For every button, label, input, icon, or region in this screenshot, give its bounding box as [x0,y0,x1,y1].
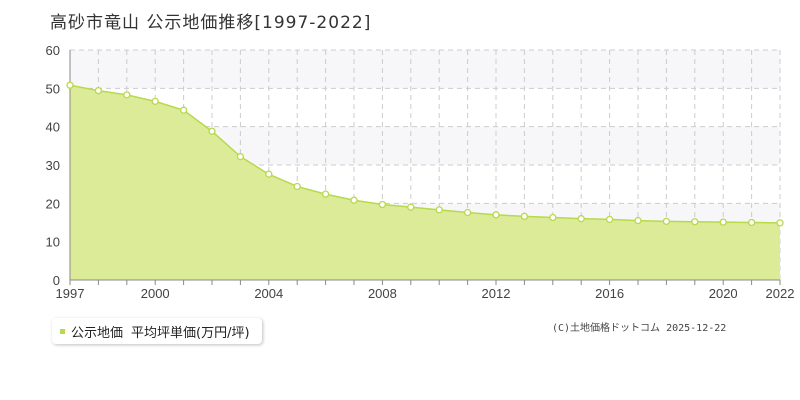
data-point [634,216,642,225]
data-point [265,170,273,178]
data-point [378,200,387,209]
legend-label: 公示地価 [71,325,124,341]
legend-swatch [60,328,65,334]
data-point [492,211,500,219]
legend-sublabel: 平均坪単価(万円/坪) [131,325,250,341]
copyright-text: (C)土地価格ドットコム 2025-12-22 [552,323,727,334]
data-point [435,206,443,214]
y-tick-label: 10 [46,235,60,250]
data-point [605,215,614,224]
grid-band [70,50,780,89]
data-point [151,97,159,106]
y-tick-label: 30 [46,158,60,173]
y-tick-label: 50 [46,81,60,96]
data-point [520,212,529,221]
data-point [776,219,784,227]
data-point [747,218,756,227]
data-point [208,127,216,135]
x-tick-label: 2020 [709,286,738,301]
data-point [577,215,585,223]
x-tick-label: 2000 [141,286,170,301]
data-point [179,106,188,114]
data-point [463,208,472,217]
y-tick-label: 20 [46,196,60,211]
data-point [321,190,330,198]
x-tick-label: 2012 [482,286,511,301]
chart-title: 高砂市竜山 公示地価推移[1997-2022] [50,13,372,33]
data-point [350,196,358,204]
x-tick-label: 2016 [595,286,624,301]
x-tick-label: 2008 [368,286,397,301]
y-tick-label: 0 [53,273,60,288]
legend: 公示地価 平均坪単価(万円/坪) [52,318,262,344]
data-point [293,182,301,191]
x-tick-label: 1997 [56,286,85,301]
data-point [662,217,671,226]
y-tick-label: 40 [46,120,60,135]
x-tick-label: 2004 [254,286,283,301]
data-point [123,91,131,99]
data-point [407,203,415,211]
data-point [719,218,727,226]
data-point [66,81,74,89]
y-tick-label: 60 [46,43,60,58]
x-tick-label: 2022 [766,286,795,301]
series-line [69,84,781,224]
data-point [236,152,245,161]
data-point [549,213,557,222]
data-point [94,86,103,95]
series-area [70,85,780,281]
data-point [691,218,699,226]
